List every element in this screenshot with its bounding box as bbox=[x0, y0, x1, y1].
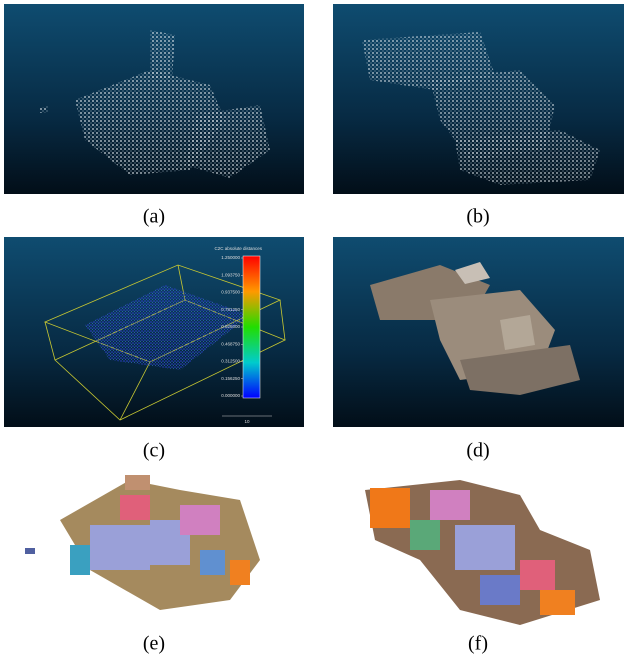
caption: (b) bbox=[466, 206, 489, 228]
colorbar-tick-label: 0.468750 bbox=[221, 341, 240, 346]
colorbar-tick-label: 0.625000 bbox=[221, 324, 240, 329]
colorbar-title: C2C absolute distances bbox=[214, 246, 262, 251]
textured-mesh bbox=[370, 262, 580, 395]
caption: (d) bbox=[466, 440, 489, 462]
caption: (a) bbox=[143, 206, 165, 228]
colorbar bbox=[242, 255, 261, 399]
colorbar-tick-label: 0.312500 bbox=[221, 359, 240, 364]
colorbar-tick-label: 0.156250 bbox=[221, 376, 240, 381]
colorbar-tick-label: 1.250000 bbox=[221, 255, 240, 260]
segmented-cloud-f bbox=[365, 480, 600, 625]
scale-label: 10 bbox=[244, 419, 250, 424]
colorbar-ticks: 1.250000 1.093750 0.937500 0.781250 0.625000… bbox=[221, 255, 243, 398]
caption: (f) bbox=[468, 633, 488, 655]
colorbar-tick-label: 0.781250 bbox=[221, 307, 240, 312]
caption: (e) bbox=[143, 633, 165, 655]
point-cloud-c bbox=[85, 285, 250, 370]
captions: (a) (b) (c) (d) (e) (f) bbox=[143, 206, 490, 655]
colorbar-tick-label: 0.937500 bbox=[221, 290, 240, 295]
caption: (c) bbox=[143, 440, 165, 462]
segmented-cloud-e bbox=[25, 475, 260, 610]
point-cloud-a bbox=[40, 30, 270, 178]
point-cloud-b bbox=[362, 32, 600, 185]
colorbar-tick-label: 0.000000 bbox=[221, 393, 240, 398]
colorbar-tick-label: 1.093750 bbox=[221, 272, 240, 277]
